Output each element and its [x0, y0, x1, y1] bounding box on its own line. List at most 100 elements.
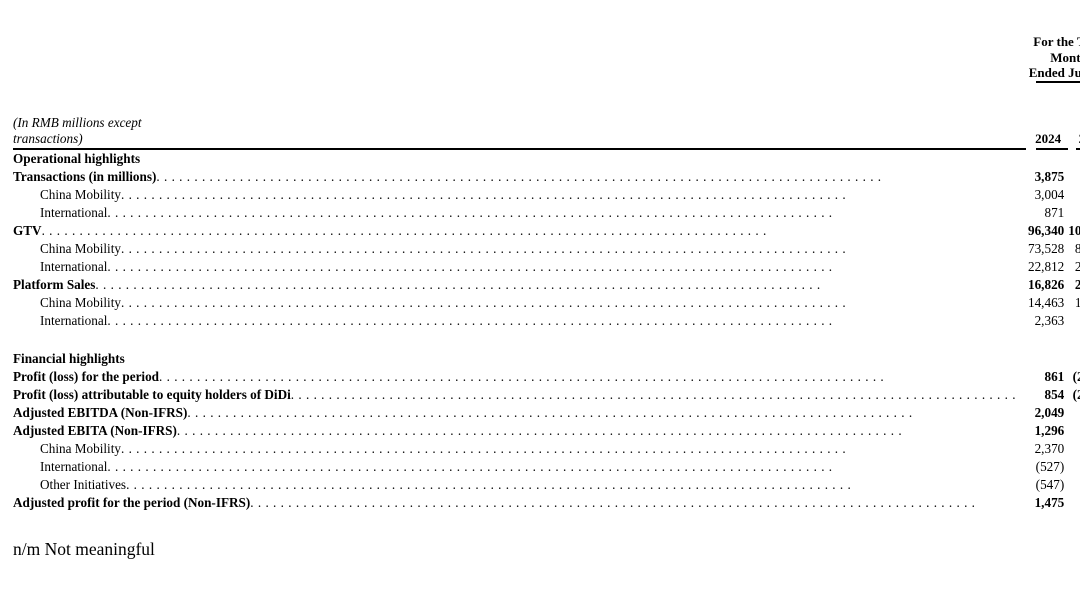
- row-label-cell: China Mobility: [13, 294, 1028, 312]
- row-label-cell: International: [13, 458, 1028, 476]
- row-financial-highlights: Financial highlights: [13, 350, 1080, 368]
- cell-3m-2025: 2,502: [1068, 422, 1080, 440]
- cell-3m-2024: 1,296: [1034, 422, 1065, 438]
- footnote: n/m Not meaningful: [13, 538, 155, 559]
- row-label: Adjusted EBITA (Non-IFRS): [13, 422, 177, 438]
- dot-leader: [159, 368, 1016, 386]
- dot-leader: [107, 204, 1016, 222]
- cell-3m-2024: 871: [1044, 204, 1065, 220]
- row-label: China Mobility: [40, 440, 121, 456]
- cell-3m-2025: 82,523: [1074, 240, 1080, 256]
- cell-3m-2025: 109,574: [1068, 222, 1080, 238]
- empty-cell: [1068, 150, 1080, 168]
- cell-3m-2024: 14,463: [1027, 294, 1065, 310]
- dot-leader: [291, 386, 1016, 404]
- dot-leader: [121, 294, 1016, 312]
- col-header-3m-2024: 2024: [1028, 83, 1069, 150]
- row-ebita-china-mobility: China Mobility 2,3703,623n/m 4,5146,750n…: [13, 440, 1080, 458]
- cell-3m-2024: 2,370: [1034, 440, 1065, 456]
- cell-3m-2024: 3,875: [1034, 168, 1065, 184]
- dot-leader: [95, 276, 1016, 294]
- row-label: International: [40, 312, 108, 328]
- section-title: Financial highlights: [13, 350, 125, 366]
- row-platform-sales: Platform Sales 16,82620,77023.4% 31,9613…: [13, 276, 1080, 294]
- row-adjusted-ebitda: Adjusted EBITDA (Non-IFRS) 2,0493,198n/m…: [13, 404, 1080, 422]
- cell-3m-2025: (2,482): [1072, 368, 1080, 384]
- row-label-cell: Transactions (in millions): [13, 168, 1028, 186]
- dot-leader: [121, 240, 1016, 258]
- cell-3m-2025: 2,751: [1068, 312, 1080, 330]
- cell-3m-2025: 20,770: [1074, 276, 1080, 292]
- row-ebita-international: International (527)(748)n/m (844)(924)n/…: [13, 458, 1080, 476]
- period-group-header-row: For the Three Months Ended June 30, For …: [13, 34, 1080, 83]
- row-gtv: GTV 96,340109,57413.7%15.9% 188,571211,1…: [13, 222, 1080, 240]
- cell-3m-2024: 2,363: [1034, 312, 1065, 328]
- dot-leader: [121, 186, 1016, 204]
- cell-3m-2024: 1,475: [1034, 494, 1065, 510]
- cell-3m-2025: 1,088: [1068, 204, 1080, 222]
- units-note-line2: transactions): [13, 130, 83, 146]
- cell-3m-2024: (547): [1035, 476, 1065, 492]
- row-label-cell: China Mobility: [13, 186, 1028, 204]
- row-label-cell: China Mobility: [13, 440, 1028, 458]
- cell-3m-2025: (373): [1068, 476, 1080, 494]
- cell-3m-2024: 854: [1044, 386, 1065, 402]
- dot-leader: [250, 494, 1016, 512]
- row-profit-loss: Profit (loss) for the period 861(2,482)n…: [13, 368, 1080, 386]
- row-label: Adjusted profit for the period (Non-IFRS…: [13, 494, 251, 510]
- row-label: International: [40, 258, 108, 274]
- row-label-cell: International: [13, 312, 1028, 330]
- dot-leader: [107, 458, 1016, 476]
- cell-3m-2024: 73,528: [1027, 240, 1065, 256]
- empty-cell: [1028, 150, 1068, 168]
- row-label-cell: Platform Sales: [13, 276, 1028, 294]
- row-label-cell: International: [13, 204, 1028, 222]
- row-label-cell: Profit (loss) for the period: [13, 368, 1028, 386]
- three-months-title-line1: For the Three Months: [1033, 34, 1080, 65]
- row-label: GTV: [13, 222, 42, 238]
- cell-3m-2025: 3,623: [1068, 440, 1080, 458]
- units-note-line1: (In RMB millions except: [13, 114, 142, 130]
- cell-3m-2025: 3,069: [1068, 494, 1080, 512]
- row-transactions: Transactions (in millions) 3,8754,46415.…: [13, 168, 1080, 186]
- row-label: International: [40, 458, 108, 474]
- row-label: China Mobility: [40, 240, 121, 256]
- cell-3m-2024: 2,049: [1034, 404, 1065, 420]
- row-spacer: [13, 330, 1080, 350]
- row-label: Transactions (in millions): [13, 168, 157, 184]
- row-label-cell: China Mobility: [13, 240, 1028, 258]
- cell-3m-2025: 4,464: [1068, 168, 1080, 186]
- three-months-group-header: For the Three Months Ended June 30,: [1028, 34, 1080, 83]
- row-adjusted-profit: Adjusted profit for the period (Non-IFRS…: [13, 494, 1080, 512]
- row-label: Other Initiatives: [40, 476, 127, 492]
- cell-3m-2025: (748): [1068, 458, 1080, 476]
- units-note: (In RMB millions except transactions): [13, 83, 1028, 150]
- dot-leader: [121, 440, 1016, 458]
- row-label: Platform Sales: [13, 276, 96, 292]
- row-label-cell: Profit (loss) attributable to equity hol…: [13, 386, 1028, 404]
- row-profit-loss-equity-holders: Profit (loss) attributable to equity hol…: [13, 386, 1080, 404]
- column-header-row: (In RMB millions except transactions) 20…: [13, 83, 1080, 150]
- row-label-cell: Other Initiatives: [13, 476, 1028, 494]
- row-label: Profit (loss) attributable to equity hol…: [13, 386, 291, 402]
- row-label-cell: GTV: [13, 222, 1028, 240]
- empty-cell: [1028, 350, 1068, 368]
- row-ebita-other-initiatives: Other Initiatives (547)(373)n/m (1,409)(…: [13, 476, 1080, 494]
- dot-leader: [177, 422, 1016, 440]
- row-label: Adjusted EBITDA (Non-IFRS): [13, 404, 188, 420]
- row-label-cell: Adjusted profit for the period (Non-IFRS…: [13, 494, 1028, 512]
- cell-3m-2025: 3,198: [1068, 404, 1080, 422]
- financial-highlights-table: For the Three Months Ended June 30, For …: [13, 34, 1080, 512]
- row-gtv-international: International 22,81227,05118.6%27.7% 43,…: [13, 258, 1080, 276]
- cell-3m-2024: 96,340: [1027, 222, 1065, 238]
- empty-cell: [1068, 350, 1080, 368]
- cell-3m-2024: 16,826: [1027, 276, 1065, 292]
- cell-3m-2024: 22,812: [1027, 258, 1065, 274]
- dot-leader: [107, 312, 1016, 330]
- row-label-cell: Adjusted EBITDA (Non-IFRS): [13, 404, 1028, 422]
- cell-3m-2025: 3,376: [1068, 186, 1080, 204]
- cell-3m-2024: (527): [1035, 458, 1065, 474]
- section-title: Operational highlights: [13, 150, 141, 166]
- row-operational-highlights: Operational highlights: [13, 150, 1080, 168]
- dot-leader: [107, 258, 1016, 276]
